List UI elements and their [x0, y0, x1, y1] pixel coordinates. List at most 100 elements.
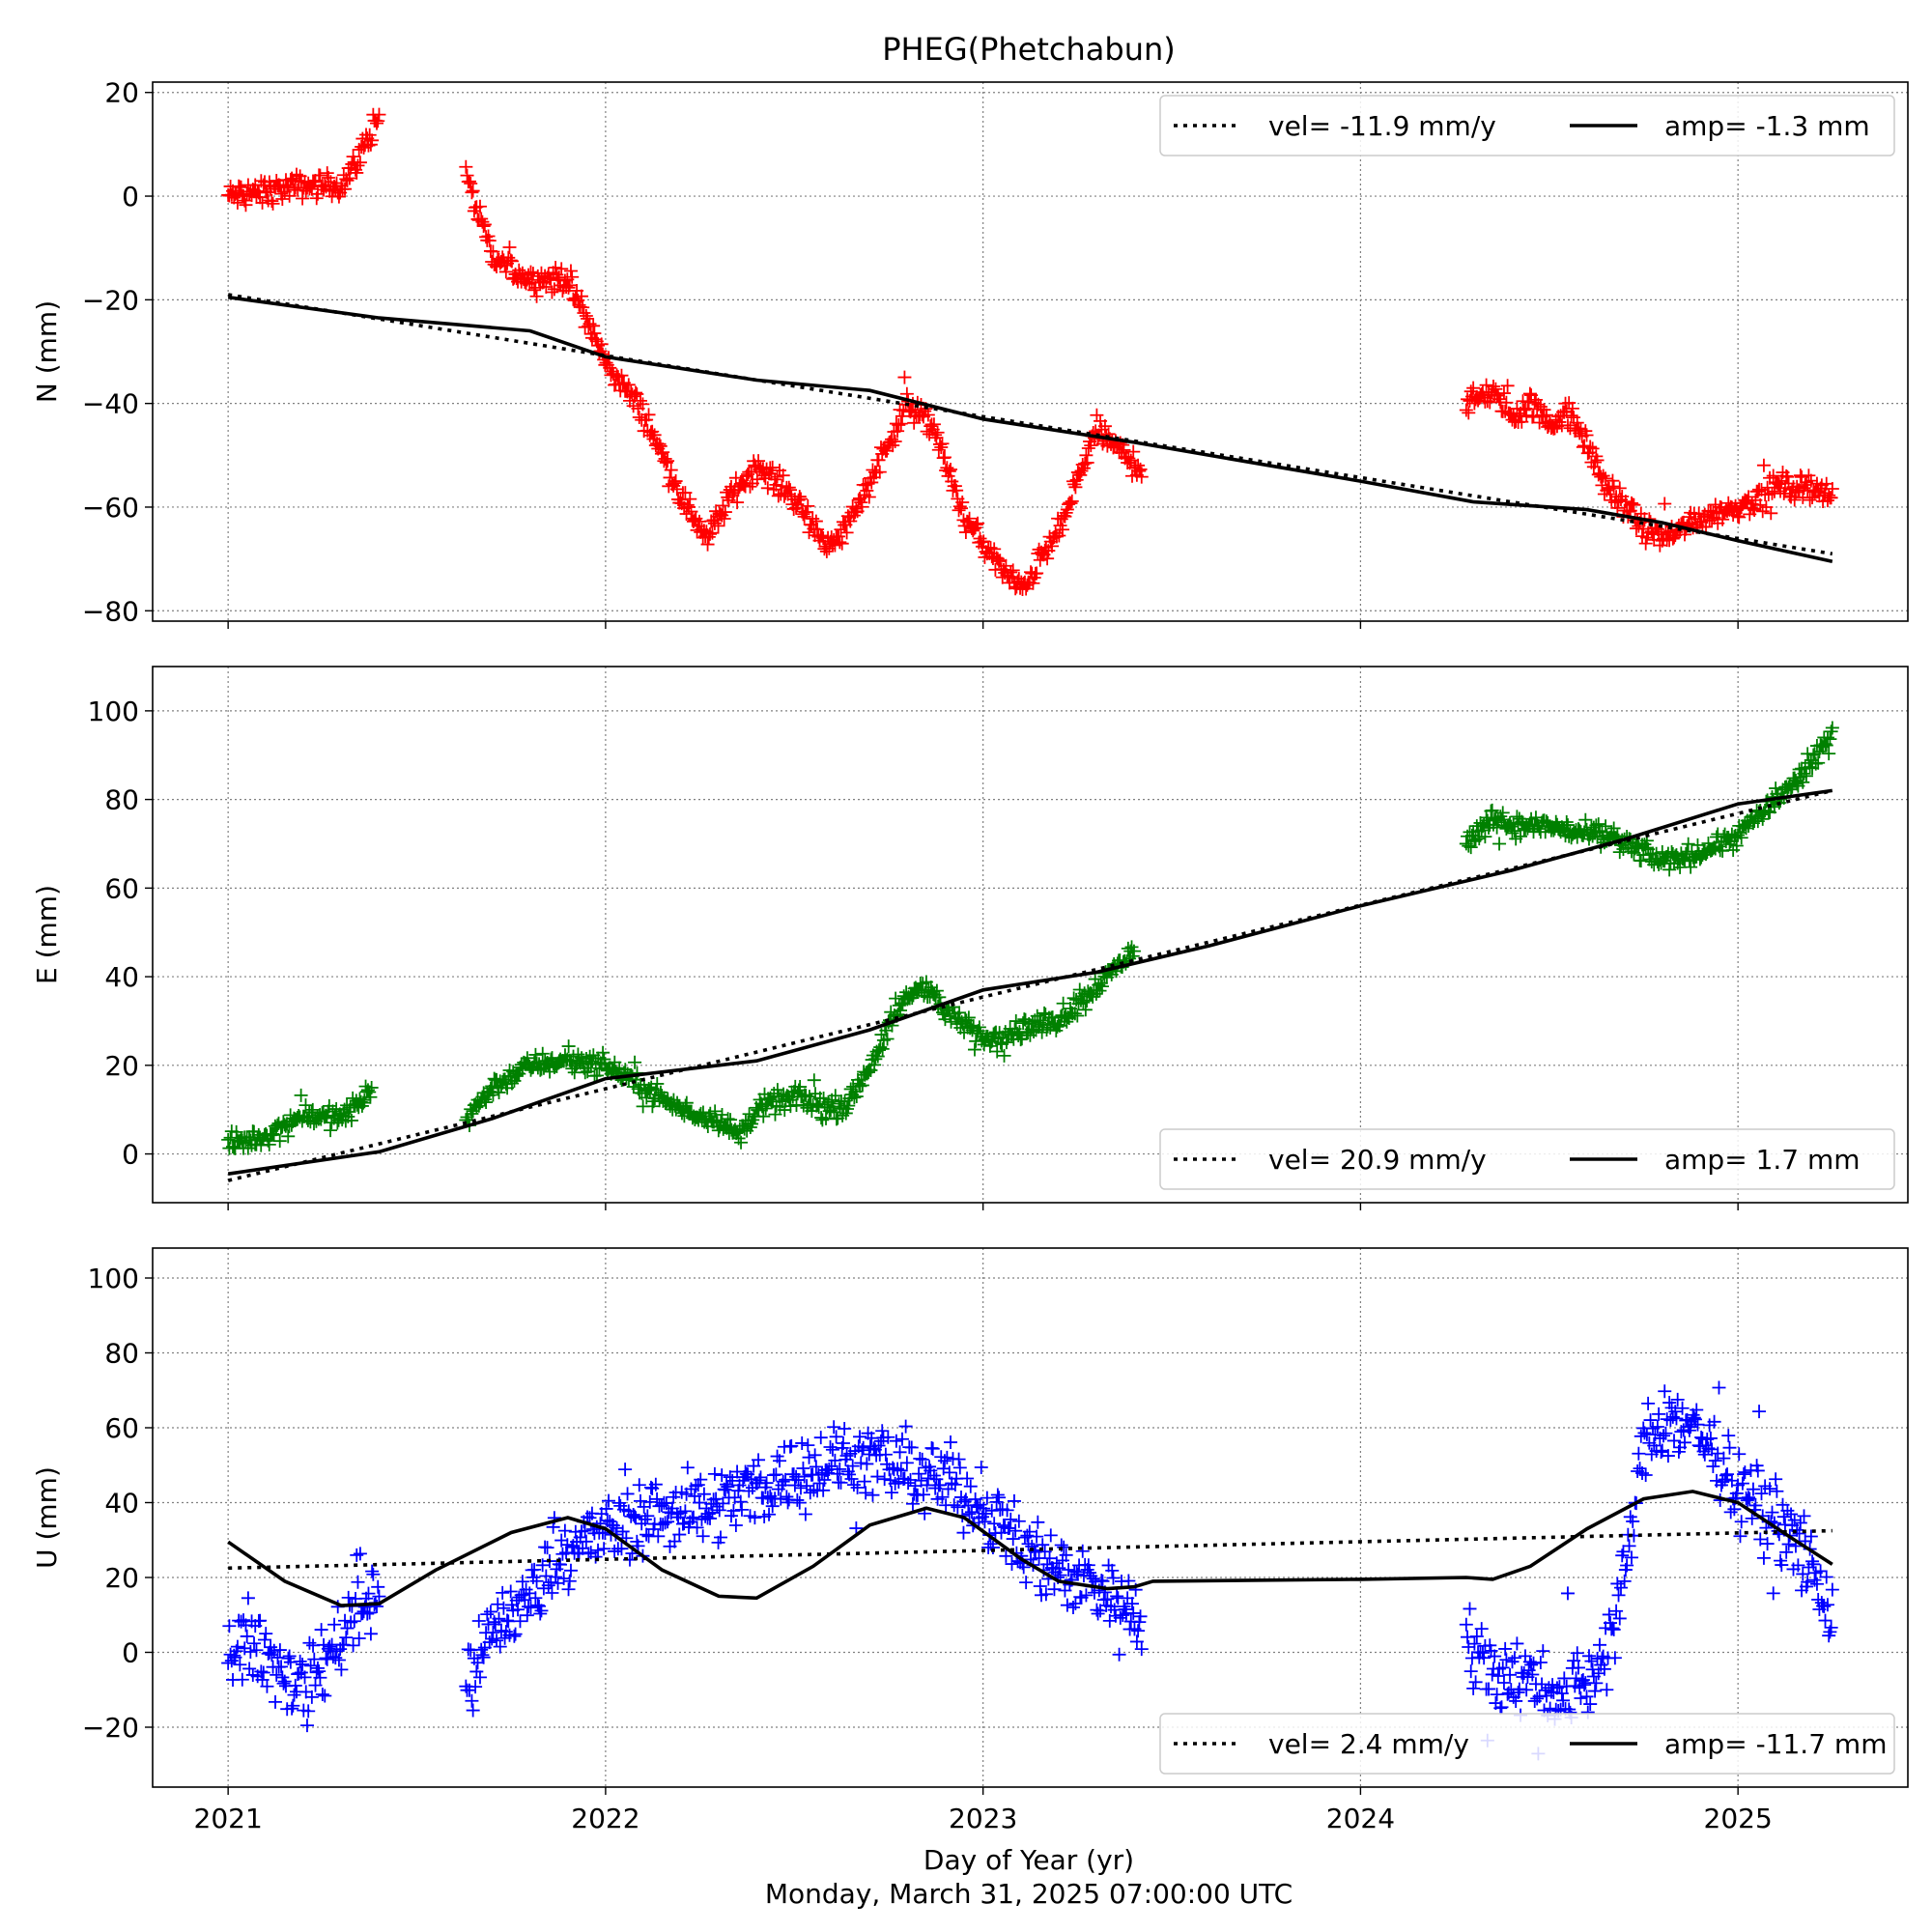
- data-point: [472, 199, 487, 213]
- data-point: [1557, 821, 1572, 836]
- data-point: [987, 542, 1002, 556]
- data-point: [999, 1036, 1013, 1050]
- data-point: [798, 1507, 812, 1521]
- data-point: [1040, 552, 1055, 566]
- data-point: [266, 196, 280, 211]
- data-point: [1570, 415, 1584, 430]
- data-point: [1533, 1656, 1548, 1670]
- data-point: [1742, 490, 1756, 504]
- data-point: [1796, 1567, 1810, 1581]
- data-point: [779, 1092, 793, 1106]
- data-point: [1763, 1482, 1777, 1496]
- data-point: [1775, 1558, 1789, 1573]
- data-point: [642, 1494, 657, 1509]
- data-point: [930, 425, 945, 440]
- data-point: [476, 219, 491, 234]
- data-point: [1463, 1664, 1478, 1679]
- panel-E: 100 80 60 40 20 0 E (mm) vel= 20.9 mm/y amp= 1.7…: [31, 666, 1909, 1210]
- data-point: [1708, 1454, 1722, 1468]
- data-point: [969, 518, 983, 532]
- x-tick-label: 2025: [1704, 1803, 1773, 1834]
- data-point: [1583, 1697, 1598, 1712]
- data-point: [1074, 464, 1089, 478]
- data-point: [1825, 481, 1839, 496]
- data-point: [1050, 1019, 1065, 1034]
- scatter-U: [221, 1380, 1839, 1761]
- data-point: [748, 1511, 762, 1525]
- data-point: [633, 393, 647, 408]
- data-point: [728, 1518, 743, 1532]
- data-point: [228, 187, 242, 202]
- data-point: [482, 234, 497, 248]
- data-point: [895, 1432, 909, 1446]
- data-point: [355, 1098, 369, 1113]
- data-point: [1132, 1615, 1147, 1630]
- data-point: [1817, 1599, 1832, 1613]
- data-point: [905, 991, 920, 1006]
- data-point: [905, 1496, 920, 1511]
- data-point: [937, 450, 952, 465]
- data-point: [878, 1447, 893, 1462]
- data-point: [1788, 485, 1803, 499]
- data-point: [1126, 444, 1141, 459]
- data-point: [1062, 497, 1076, 512]
- data-point: [1084, 439, 1098, 453]
- data-point: [1574, 1690, 1588, 1705]
- y-tick-label: −80: [82, 595, 139, 627]
- data-point: [1485, 1667, 1499, 1682]
- data-point: [308, 1678, 323, 1692]
- data-point: [713, 1530, 727, 1545]
- data-point: [980, 1491, 994, 1505]
- data-point: [835, 536, 849, 551]
- data-point: [1739, 821, 1753, 836]
- data-point: [608, 1544, 622, 1558]
- data-point: [668, 476, 682, 491]
- data-point: [1764, 506, 1778, 521]
- data-point: [270, 1667, 284, 1682]
- data-point: [1752, 1405, 1767, 1419]
- data-point: [618, 1463, 633, 1477]
- data-point: [1717, 1451, 1731, 1465]
- data-point: [1706, 1460, 1720, 1474]
- data-point: [781, 1495, 795, 1510]
- data-point: [235, 1672, 249, 1687]
- data-point: [581, 1065, 595, 1079]
- data-point: [1055, 1553, 1069, 1568]
- data-point: [1638, 1467, 1653, 1482]
- data-point: [462, 1683, 476, 1697]
- data-point: [1793, 1516, 1807, 1530]
- data-point: [502, 240, 517, 254]
- data-point: [985, 1034, 1000, 1048]
- y-axis-label: N (mm): [31, 300, 63, 403]
- data-point: [475, 1648, 490, 1662]
- legend: vel= 20.9 mm/y amp= 1.7 mm: [1159, 1128, 1895, 1190]
- data-point: [1610, 500, 1625, 515]
- data-point: [338, 182, 353, 196]
- data-point: [952, 1006, 967, 1020]
- data-point: [1466, 1681, 1481, 1695]
- data-point: [628, 1055, 642, 1069]
- data-point: [561, 1582, 576, 1597]
- data-point: [524, 265, 538, 279]
- data-point: [1134, 469, 1149, 484]
- data-point: [253, 1613, 268, 1628]
- data-point: [346, 150, 360, 164]
- data-point: [768, 1107, 782, 1122]
- data-point: [1814, 1596, 1829, 1610]
- data-point: [469, 1680, 483, 1694]
- data-point: [1596, 469, 1610, 483]
- x-tick-label: 2023: [949, 1803, 1017, 1834]
- data-point: [1070, 1567, 1085, 1581]
- data-point: [329, 1644, 344, 1659]
- data-point: [935, 1490, 950, 1504]
- data-point: [288, 1678, 302, 1692]
- data-point: [577, 306, 591, 321]
- data-point: [633, 1493, 647, 1508]
- data-point: [1588, 455, 1603, 469]
- data-point: [738, 1464, 753, 1479]
- data-point: [1524, 1658, 1539, 1672]
- data-point: [990, 1488, 1005, 1502]
- data-point: [1511, 1685, 1525, 1699]
- data-point: [647, 428, 662, 442]
- data-point: [695, 1512, 709, 1526]
